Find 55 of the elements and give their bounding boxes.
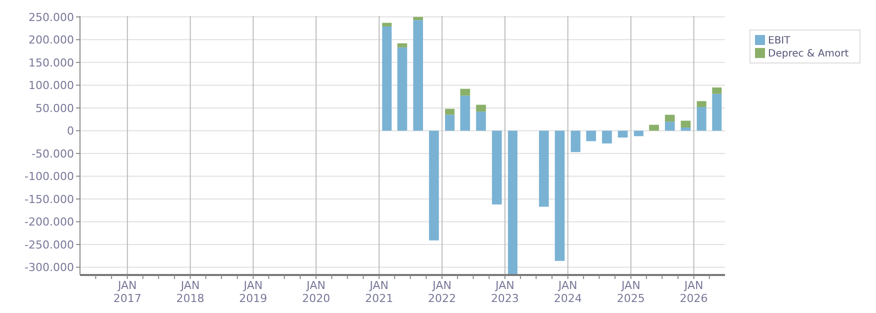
bar (508, 130, 518, 274)
bar (712, 94, 722, 131)
bar (460, 88, 470, 96)
bar (696, 107, 706, 131)
x-tick-label: JAN 2025 (616, 279, 645, 305)
y-tick-label: 50.000 (36, 102, 74, 115)
bar (602, 130, 612, 144)
legend-label: Deprec & Amort (768, 48, 849, 60)
bar (397, 47, 408, 131)
y-tick-label: 100.000 (28, 79, 74, 92)
y-tick-label: -300.000 (24, 261, 74, 274)
bar (649, 124, 659, 131)
bar (554, 130, 565, 261)
y-tick-label: -150.000 (24, 192, 74, 206)
y-tick-label: -250.000 (24, 238, 74, 252)
bar (680, 120, 691, 128)
bar (664, 114, 675, 122)
bar (570, 130, 580, 152)
bar (538, 130, 549, 207)
y-tick-label: 0 (67, 124, 74, 138)
y-tick-label: 150.000 (28, 56, 74, 70)
x-tick-label: JAN 2021 (365, 279, 394, 305)
bar (618, 130, 628, 138)
y-tick-label: -50.000 (32, 147, 74, 160)
x-tick-label: JAN 2017 (113, 279, 142, 305)
y-tick-label: -200.000 (24, 216, 74, 229)
bar (413, 20, 424, 131)
bar (445, 108, 455, 115)
y-tick-label: -100.000 (24, 170, 74, 184)
bar (382, 22, 392, 26)
bar (664, 122, 675, 131)
bar (413, 16, 424, 20)
bar (445, 114, 455, 131)
bar (429, 130, 439, 240)
x-tick-label: JAN 2023 (490, 279, 519, 305)
x-tick-label: JAN 2024 (554, 279, 582, 305)
bar (476, 112, 486, 131)
bar (712, 87, 722, 94)
bar (586, 130, 596, 142)
x-tick-label: JAN 2019 (239, 279, 268, 305)
bar (634, 130, 644, 136)
bar (680, 128, 691, 131)
bar (492, 130, 502, 204)
bar (696, 101, 706, 108)
y-tick-label: 200.000 (28, 34, 74, 47)
x-tick-label: JAN 2018 (176, 279, 204, 305)
x-tick-label: JAN 2026 (680, 279, 708, 305)
bar (460, 96, 470, 131)
bar (476, 104, 486, 112)
x-tick-label: JAN 2022 (428, 279, 456, 305)
bar (397, 43, 408, 48)
bar (382, 26, 392, 131)
legend-label: EBIT (768, 36, 792, 46)
y-tick-label: 250.000 (28, 10, 74, 24)
x-tick-label: JAN 2020 (302, 279, 330, 305)
